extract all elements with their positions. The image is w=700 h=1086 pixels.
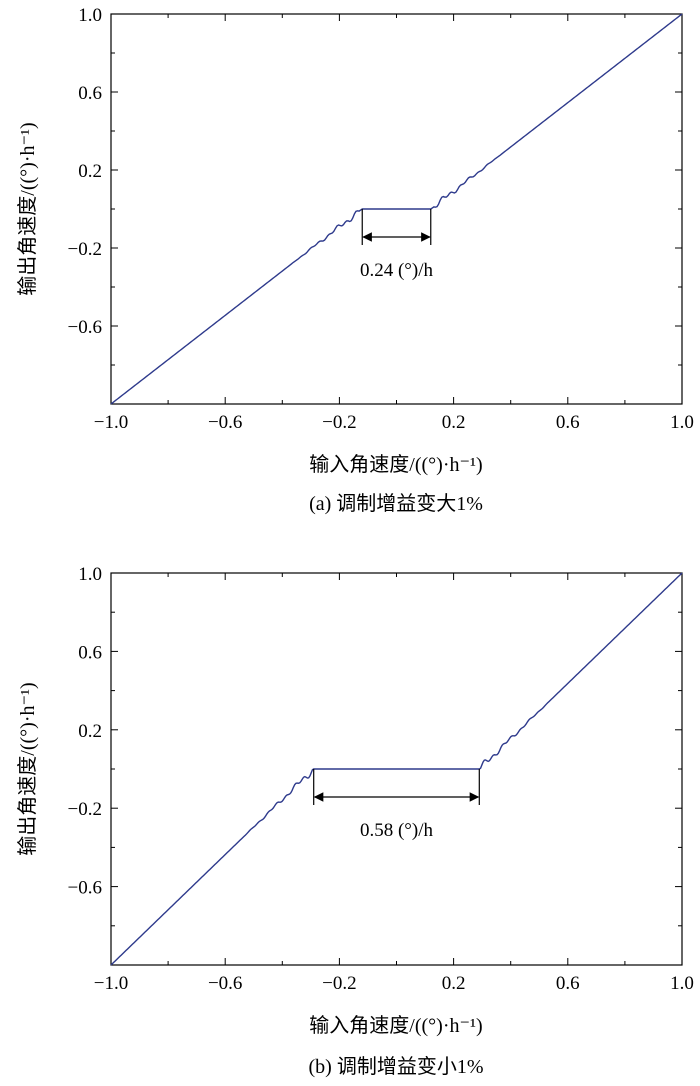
dead-zone-annotation: 0.24 (°)/h — [360, 209, 434, 281]
x-tick-label: −1.0 — [94, 973, 128, 994]
ticks — [110, 13, 683, 405]
x-tick-label: −0.2 — [322, 973, 356, 994]
ticks — [110, 572, 683, 966]
x-axis-label: 输入角速度/((°)·h⁻¹) — [309, 1014, 482, 1037]
y-tick-label: 0.2 — [78, 721, 102, 742]
x-axis-label: 输入角速度/((°)·h⁻¹) — [309, 453, 482, 476]
y-tick-label: −0.6 — [68, 878, 102, 899]
x-tick-label: 0.6 — [556, 412, 580, 433]
y-axis-label: 输出角速度/((°)·h⁻¹) — [16, 682, 39, 855]
x-tick-label: 0.2 — [442, 412, 466, 433]
series-line — [110, 13, 683, 405]
y-tick-label: 0.2 — [78, 161, 102, 182]
dead-zone-label: 0.24 (°)/h — [360, 260, 434, 281]
panel-b: −1.0 −0.6 −0.2 0.2 0.6 1.0 −0.6 −0.2 0.2 0.6 1.0 0… — [16, 564, 694, 1078]
y-tick-label: 0.6 — [78, 83, 102, 104]
dead-zone-annotation: 0.58 (°)/h — [313, 769, 480, 841]
series-line — [110, 572, 683, 966]
x-tick-label: 0.6 — [556, 973, 580, 994]
y-tick-label: −0.2 — [68, 799, 102, 820]
tick-labels: −1.0 −0.6 −0.2 0.2 0.6 1.0 −0.6 −0.2 0.2 0.6 1.0 — [68, 564, 694, 994]
x-tick-label: 1.0 — [670, 973, 694, 994]
y-tick-label: 1.0 — [78, 564, 102, 585]
x-tick-label: −1.0 — [94, 412, 128, 433]
x-tick-label: −0.6 — [208, 973, 242, 994]
x-tick-label: −0.2 — [322, 412, 356, 433]
panel-a: −1.0 −0.6 −0.2 0.2 0.6 1.0 −0.6 −0.2 0.2 0.6 1.0 0… — [16, 5, 694, 515]
y-tick-label: −0.2 — [68, 239, 102, 260]
x-tick-label: 0.2 — [442, 973, 466, 994]
y-tick-label: 0.6 — [78, 642, 102, 663]
x-tick-label: 1.0 — [670, 412, 694, 433]
tick-labels: −1.0 −0.6 −0.2 0.2 0.6 1.0 −0.6 −0.2 0.2 0.6 1.0 — [68, 5, 694, 433]
y-axis-label: 输出角速度/((°)·h⁻¹) — [16, 122, 39, 295]
dead-zone-label: 0.58 (°)/h — [360, 820, 434, 841]
y-tick-label: 1.0 — [78, 5, 102, 26]
panel-caption: (b) 调制增益变小1% — [309, 1055, 484, 1078]
y-tick-label: −0.6 — [68, 317, 102, 338]
panel-caption: (a) 调制增益变大1% — [309, 492, 483, 515]
x-tick-label: −0.6 — [208, 412, 242, 433]
